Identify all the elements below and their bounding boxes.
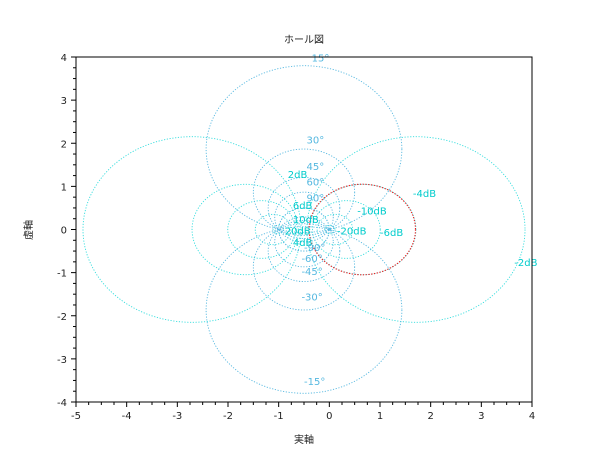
y-tick-label: 0 [61,226,67,237]
frequency-locus [308,183,417,276]
y-axis-label: 虚軸 [22,220,35,240]
x-tick-label: -3 [172,411,182,422]
x-tick-label: -2 [223,411,233,422]
chart-title: ホール図 [284,34,324,46]
gain-label: 6dB [293,201,313,212]
y-tick-label: -3 [57,355,67,366]
phase-circle [278,207,330,252]
gain-circle [82,136,302,323]
gain-label: -2dB [514,258,537,269]
phase-label: -90° [304,243,325,254]
gain-circle [254,213,292,246]
phase-circle [274,191,334,243]
gain-label: -10dB [357,206,387,217]
gain-label: 4dB [293,238,313,249]
x-tick-label: 3 [478,411,484,422]
x-tick-label: 1 [377,411,383,422]
y-tick-label: 1 [61,182,67,193]
gain-circle [316,213,354,246]
phase-circle [205,226,403,394]
y-tick-label: 4 [61,53,67,64]
y-tick-label: 2 [61,139,67,150]
gain-circle [311,200,381,259]
y-tick-label: -4 [57,398,67,409]
x-axis-label: 実軸 [294,433,314,446]
phase-label: 90° [307,193,325,204]
gain-label: -4dB [413,189,436,200]
phase-label: 15° [312,53,330,64]
y-tick-label: -1 [57,269,67,280]
gain-label: -20dB [337,227,367,238]
phase-label: 60° [307,178,325,189]
gain-label: 20dB [285,227,311,238]
phase-label: -45° [301,267,322,278]
phase-circle [267,176,341,239]
phase-circle [274,216,334,268]
locus-series [308,183,417,276]
x-axis-ticks: -5 -4 -3 -2 -1 0 1 2 3 4 [71,402,535,422]
phase-label: 45° [307,162,325,173]
x-tick-label: -5 [71,411,81,422]
m-n-circle-grid [82,65,526,394]
gain-circle [272,224,284,235]
phase-label: 30° [307,135,325,146]
phase-circle [205,65,403,233]
x-tick-label: -1 [274,411,284,422]
gain-circle [191,183,299,276]
gain-label: 10dB [293,215,319,226]
gain-label: -6dB [380,228,403,239]
y-tick-label: -2 [57,312,67,323]
x-tick-label: 2 [427,411,433,422]
phase-circle [267,220,341,283]
gain-circle [324,224,336,235]
x-tick-label: -4 [122,411,132,422]
y-axis-ticks: -4 -3 -2 -1 0 1 2 3 4 [57,53,76,409]
gain-circle [306,136,526,323]
phase-circle [252,148,356,236]
phase-label: -15° [304,377,325,388]
y-tick-label: 3 [61,96,67,107]
gain-label: 2dB [288,170,308,181]
gain-circle [227,200,297,259]
phase-label: -60° [301,254,322,265]
x-tick-label: 4 [529,411,535,422]
x-tick-label: 0 [326,411,332,422]
phase-circle [252,223,356,311]
phase-label: -30° [301,293,322,304]
